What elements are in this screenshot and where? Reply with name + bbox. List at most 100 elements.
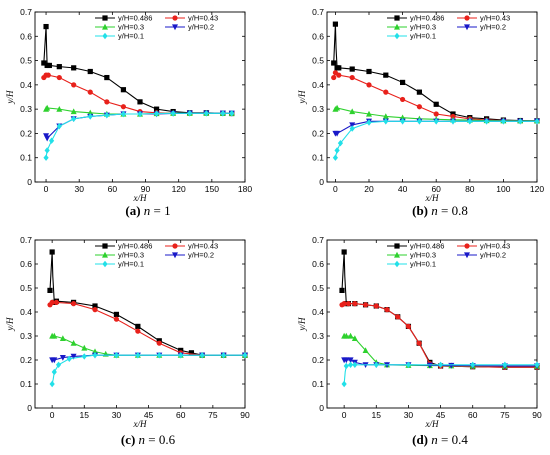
data-point [47,287,53,293]
data-point [135,323,141,329]
legend-label: y/H=0.3 [118,251,144,260]
legend: y/H=0.486 y/H=0.43 y/H=0.3 y/H=0.2 y/H=0.1 [387,242,510,269]
x-tick-label: 0 [333,184,338,194]
series-line [334,120,537,158]
legend-marker [172,24,178,31]
legend-label: y/H=0.43 [188,14,218,23]
data-point [51,332,58,339]
data-point [336,72,342,78]
legend-label: y/H=0.2 [188,23,214,32]
data-point [383,118,389,125]
data-point [366,110,372,117]
x-tick-label: 0 [50,410,55,420]
y-tick-label: 0 [319,177,324,187]
legend-label: y/H=0.43 [480,14,510,23]
legend: y/H=0.486 y/H=0.43 y/H=0.3 y/H=0.2 y/H=0.1 [95,14,218,41]
data-point [92,352,98,359]
data-point [484,118,490,125]
data-point [534,361,540,368]
data-point [71,65,77,71]
data-point [450,113,456,120]
y-tick-label: 0.6 [312,259,324,269]
series-line [52,354,245,361]
legend-marker [394,15,400,21]
y-tick-label: 0.7 [20,7,32,17]
series-line [341,251,537,368]
data-point [349,125,355,132]
data-point [366,82,372,88]
x-tick-label: 40 [398,184,408,194]
data-point [153,106,160,112]
y-tick-label: 0.1 [312,379,324,389]
caption-variable: n [431,432,438,447]
data-point [470,361,476,368]
series-2 [41,72,235,117]
data-point [56,74,62,81]
caption-variable: n [144,203,151,218]
data-point [347,357,354,364]
data-point [51,357,58,364]
data-point [416,118,422,125]
data-point [384,307,390,313]
data-point [51,368,57,376]
data-point [120,87,127,93]
data-point [49,249,55,255]
data-point [416,340,422,346]
x-tick-label: 60 [431,184,441,194]
panel-caption: (a) n = 1 [125,203,170,218]
caption-value: = 0.6 [145,432,176,447]
y-tick-label: 0.6 [20,259,32,269]
data-point [347,332,354,339]
data-point [416,89,422,95]
data-point [405,361,412,368]
y-tick-label: 0.2 [312,128,324,138]
series-line [49,251,245,356]
legend-marker [464,252,470,259]
panel-caption: (d) n = 0.4 [412,432,468,447]
legend-marker [172,15,178,21]
legend-marker [172,252,178,259]
data-point [49,380,55,388]
y-tick-label: 0.5 [20,283,32,293]
data-point [450,118,456,125]
data-point [45,72,51,78]
data-point [137,99,143,105]
data-point [104,112,110,119]
data-point [87,89,93,95]
y-tick-label: 0.3 [312,104,324,114]
y-tick-label: 0 [27,177,32,187]
data-point [104,74,110,81]
data-point [137,110,143,118]
series-5 [49,352,248,388]
data-point [92,307,98,313]
data-point [59,335,66,341]
chart-panel-1: 0 30 60 90 120 150 180 0 0.1 0.2 0.3 0.4 0.5 0.6 0.7 x/… [5,7,252,218]
x-tick-label: 30 [74,184,84,194]
x-axis-label: x/H [425,193,439,203]
legend-marker [102,32,108,40]
plot-frame [326,239,538,409]
data-point [41,60,47,66]
x-tick-label: 30 [404,410,414,420]
data-point [400,96,406,103]
data-point [433,118,439,125]
data-point [48,137,55,144]
data-point [467,118,473,125]
data-point [416,104,422,110]
y-tick-label: 0.6 [20,31,32,41]
x-tick-label: 0 [44,184,49,194]
series-2 [339,301,540,370]
data-point [343,362,349,370]
data-point [170,110,176,117]
legend-label: y/H=0.1 [118,32,144,41]
data-point [188,350,195,356]
data-point [433,111,439,117]
data-point [113,352,120,359]
data-point [199,352,205,359]
legend-marker [102,243,108,249]
data-point [44,135,51,142]
y-tick-label: 0.2 [312,355,324,365]
data-point [59,355,66,361]
data-point [395,314,401,320]
chart-panel-2: 0 20 40 60 80 100 120 0 0.1 0.2 0.3 0.4 0.5 0.6 0.7 x/H… [297,7,544,218]
